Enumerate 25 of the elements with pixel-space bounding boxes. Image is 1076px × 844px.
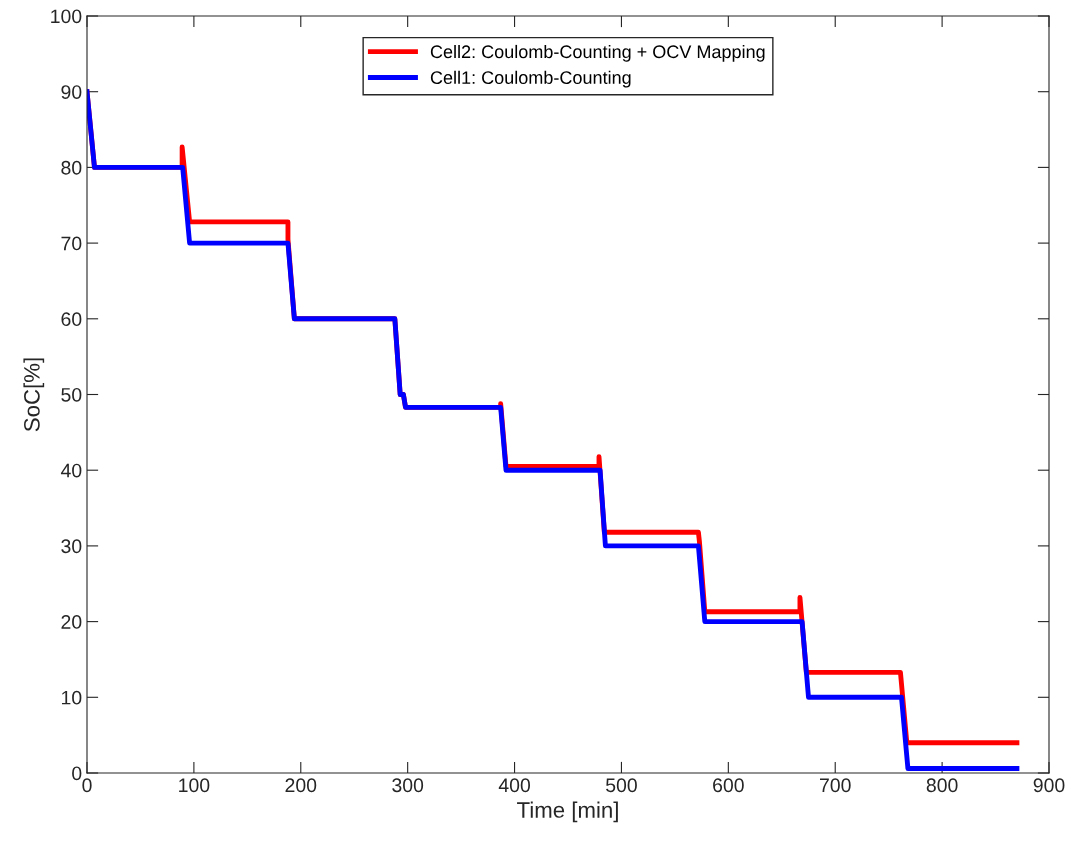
y-tick-label: 10 xyxy=(62,690,82,705)
y-tick-label: 0 xyxy=(72,766,82,781)
x-tick-label: 0 xyxy=(82,778,92,793)
x-tick-label: 500 xyxy=(606,778,637,793)
legend-label: Cell1: Coulomb-Counting xyxy=(430,70,631,88)
x-tick-label: 600 xyxy=(713,778,744,793)
y-axis-title: SoC[%] xyxy=(23,358,45,432)
y-tick-label: 20 xyxy=(61,615,82,629)
y-tick-label: 70 xyxy=(61,236,82,251)
x-tick-label: 100 xyxy=(179,778,210,793)
x-tick-label: 200 xyxy=(285,778,317,793)
x-tick-label: 400 xyxy=(498,778,531,793)
y-tick-label: 50 xyxy=(61,387,82,402)
x-tick-label: 300 xyxy=(392,778,424,793)
y-tick-label: 100 xyxy=(51,9,82,24)
y-tick-label: 60 xyxy=(61,312,82,327)
x-tick-label: 700 xyxy=(820,778,851,793)
x-tick-label: 800 xyxy=(926,778,958,793)
legend-label: Cell2: Coulomb-Counting + OCV Mapping xyxy=(430,44,765,62)
y-tick-label: 40 xyxy=(60,463,82,478)
y-tick-label: 90 xyxy=(61,85,82,99)
x-tick-label: 900 xyxy=(1033,778,1065,793)
x-axis-title: Time [min] xyxy=(517,801,618,823)
y-tick-label: 80 xyxy=(61,160,82,175)
y-tick-label: 30 xyxy=(61,539,82,554)
